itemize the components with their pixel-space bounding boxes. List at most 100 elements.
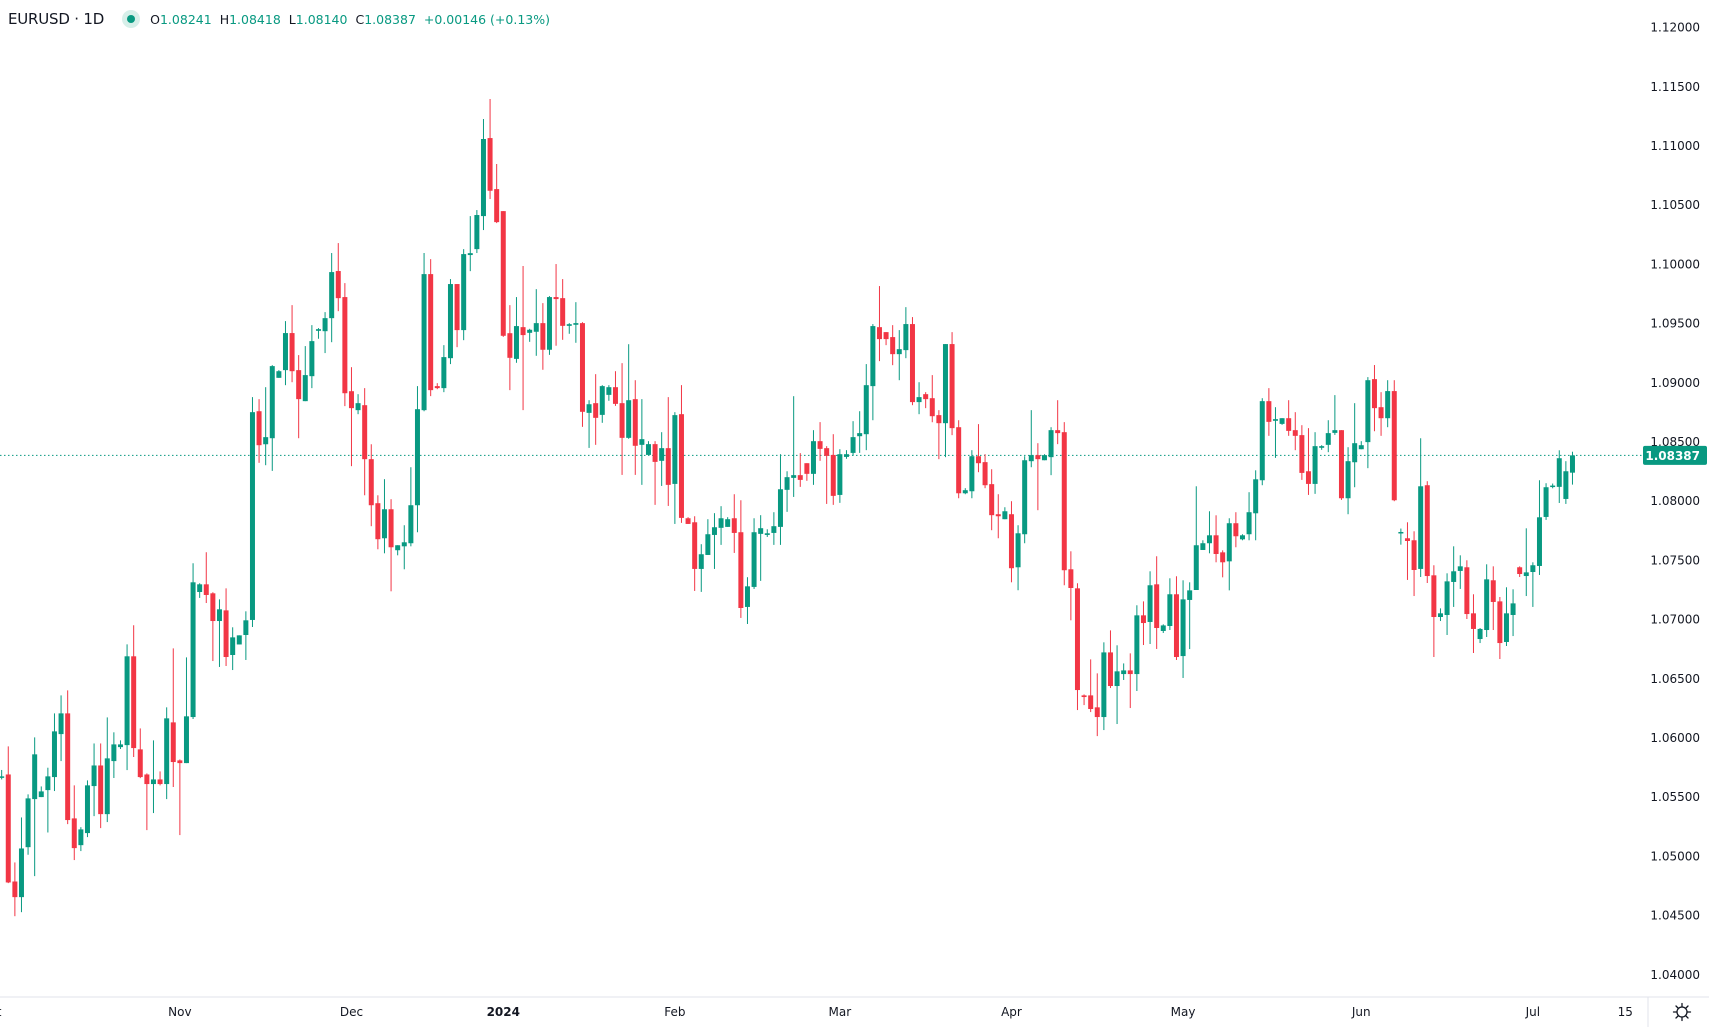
- candle-up[interactable]: [1312, 432, 1318, 494]
- candle-down[interactable]: [65, 690, 71, 825]
- candle-up[interactable]: [863, 364, 869, 451]
- candle-down[interactable]: [494, 163, 500, 224]
- candle-down[interactable]: [520, 266, 526, 411]
- candle-down[interactable]: [1220, 550, 1226, 578]
- candle-up[interactable]: [249, 397, 255, 627]
- candle-up[interactable]: [962, 488, 968, 495]
- candle-down[interactable]: [1378, 392, 1384, 436]
- candle-up[interactable]: [1503, 587, 1509, 647]
- candle-up[interactable]: [1523, 528, 1529, 597]
- candle-down[interactable]: [1292, 412, 1298, 451]
- candle-up[interactable]: [276, 370, 282, 378]
- candle-up[interactable]: [1563, 461, 1569, 504]
- candle-down[interactable]: [1371, 365, 1377, 432]
- candle-down[interactable]: [1127, 653, 1133, 709]
- candle-up[interactable]: [414, 386, 420, 533]
- candle-up[interactable]: [84, 780, 90, 838]
- candle-up[interactable]: [1536, 480, 1542, 575]
- candle-up[interactable]: [1121, 663, 1127, 680]
- candle-down[interactable]: [5, 746, 11, 884]
- candle-up[interactable]: [1114, 645, 1120, 725]
- candle-up[interactable]: [659, 432, 665, 486]
- candle-up[interactable]: [1477, 628, 1483, 644]
- candle-down[interactable]: [1154, 556, 1160, 649]
- candle-down[interactable]: [632, 380, 638, 475]
- candle-down[interactable]: [876, 286, 882, 362]
- candle-up[interactable]: [1325, 420, 1331, 453]
- candle-down[interactable]: [1305, 428, 1311, 495]
- candle-up[interactable]: [711, 513, 717, 569]
- candle-up[interactable]: [150, 740, 156, 814]
- candle-down[interactable]: [1490, 566, 1496, 631]
- candle-down[interactable]: [1470, 594, 1476, 653]
- candle-up[interactable]: [1444, 573, 1450, 635]
- candle-up[interactable]: [395, 545, 401, 556]
- candle-up[interactable]: [104, 717, 110, 823]
- candle-up[interactable]: [725, 517, 731, 527]
- candle-up[interactable]: [322, 312, 328, 354]
- candle-down[interactable]: [804, 463, 810, 481]
- candle-up[interactable]: [1398, 528, 1404, 545]
- candle-up[interactable]: [1246, 492, 1252, 541]
- candle-down[interactable]: [1008, 501, 1014, 583]
- candle-up[interactable]: [639, 399, 645, 485]
- candle-up[interactable]: [626, 344, 632, 439]
- candle-up[interactable]: [718, 506, 724, 545]
- candle-up[interactable]: [78, 827, 84, 852]
- candle-up[interactable]: [751, 518, 757, 589]
- candle-down[interactable]: [375, 495, 381, 550]
- candle-up[interactable]: [1418, 438, 1424, 577]
- candle-up[interactable]: [672, 412, 678, 524]
- candle-up[interactable]: [810, 430, 816, 485]
- candle-up[interactable]: [705, 519, 711, 555]
- candle-up[interactable]: [1437, 608, 1443, 622]
- candle-up[interactable]: [243, 611, 249, 660]
- candle-down[interactable]: [1286, 400, 1292, 436]
- candle-up[interactable]: [1352, 403, 1358, 488]
- candle-up[interactable]: [282, 321, 288, 386]
- candle-down[interactable]: [593, 374, 599, 445]
- candle-up[interactable]: [263, 387, 269, 466]
- candle-down[interactable]: [560, 279, 566, 340]
- candle-down[interactable]: [909, 317, 915, 406]
- candle-up[interactable]: [1451, 546, 1457, 607]
- candle-up[interactable]: [1556, 450, 1562, 503]
- candle-up[interactable]: [744, 577, 750, 624]
- candle-down[interactable]: [1094, 673, 1100, 737]
- candle-down[interactable]: [335, 243, 341, 312]
- candle-up[interactable]: [381, 479, 387, 554]
- candle-down[interactable]: [12, 862, 18, 917]
- candle-up[interactable]: [236, 635, 242, 645]
- candle-up[interactable]: [1180, 580, 1186, 678]
- candle-up[interactable]: [1332, 395, 1338, 435]
- candle-up[interactable]: [1272, 407, 1278, 458]
- candle-down[interactable]: [1411, 531, 1417, 597]
- candle-down[interactable]: [1107, 630, 1113, 689]
- candle-down[interactable]: [738, 500, 744, 618]
- candle-down[interactable]: [388, 499, 394, 592]
- candle-down[interactable]: [883, 332, 889, 346]
- candle-up[interactable]: [197, 583, 203, 598]
- candle-up[interactable]: [269, 365, 275, 471]
- candle-up[interactable]: [1530, 562, 1536, 607]
- candle-down[interactable]: [500, 211, 506, 337]
- candle-up[interactable]: [896, 330, 902, 381]
- candle-up[interactable]: [111, 732, 117, 779]
- candle-up[interactable]: [1279, 418, 1285, 425]
- candle-up[interactable]: [784, 471, 790, 512]
- candle-up[interactable]: [1193, 486, 1199, 590]
- candle-up[interactable]: [1569, 451, 1575, 485]
- candle-down[interactable]: [890, 325, 896, 366]
- candle-down[interactable]: [1233, 512, 1239, 548]
- candle-up[interactable]: [1457, 555, 1463, 589]
- candle-down[interactable]: [1517, 566, 1523, 577]
- candle-down[interactable]: [995, 494, 1001, 539]
- candle-up[interactable]: [401, 525, 407, 570]
- candle-up[interactable]: [1253, 470, 1259, 541]
- candle-up[interactable]: [857, 411, 863, 453]
- candle-down[interactable]: [579, 322, 585, 427]
- candle-up[interactable]: [124, 644, 130, 771]
- candle-down[interactable]: [830, 434, 836, 505]
- candle-up[interactable]: [1200, 540, 1206, 550]
- candle-up[interactable]: [599, 385, 605, 423]
